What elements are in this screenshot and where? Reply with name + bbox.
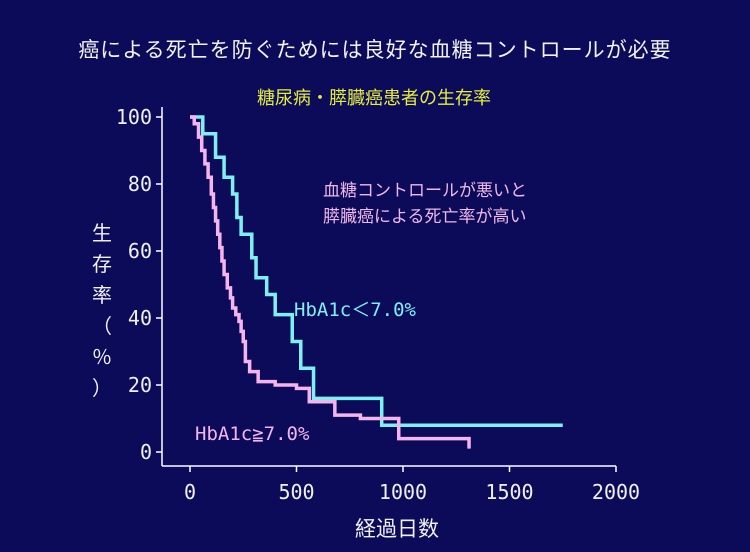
y-tick-label: 40 [128,306,152,330]
series-line-1 [190,115,563,427]
x-tick-label: 500 [278,480,314,504]
page-title: 癌による死亡を防ぐためには良好な血糖コントロールが必要 [78,38,672,62]
chart-title: 糖尿病・膵臓癌患者の生存率 [257,88,491,109]
y-tick-label: 60 [128,239,152,263]
chart-annotation: 血糖コントロールが悪いと 膵臓癌による死亡率が高い [323,178,527,230]
x-tick-label: 1000 [379,480,427,504]
y-tick-label: 20 [128,373,152,397]
series-line-2 [190,115,471,449]
x-tick-label: 0 [184,480,196,504]
series-label-1: HbA1c＜7.0% [294,299,417,321]
y-tick-label: 0 [140,440,152,464]
y-tick-label: 80 [128,172,152,196]
series-label-2: HbA1c≧7.0% [195,423,310,445]
annotation-line-2: 膵臓癌による死亡率が高い [323,207,527,227]
x-tick-label: 2000 [592,480,640,504]
annotation-line-1: 血糖コントロールが悪いと [323,181,527,201]
y-tick-label: 100 [116,105,152,129]
x-tick-label: 1500 [485,480,533,504]
x-axis-label: 経過日数 [355,517,439,541]
y-axis-label: 生存率（％） [92,221,112,400]
